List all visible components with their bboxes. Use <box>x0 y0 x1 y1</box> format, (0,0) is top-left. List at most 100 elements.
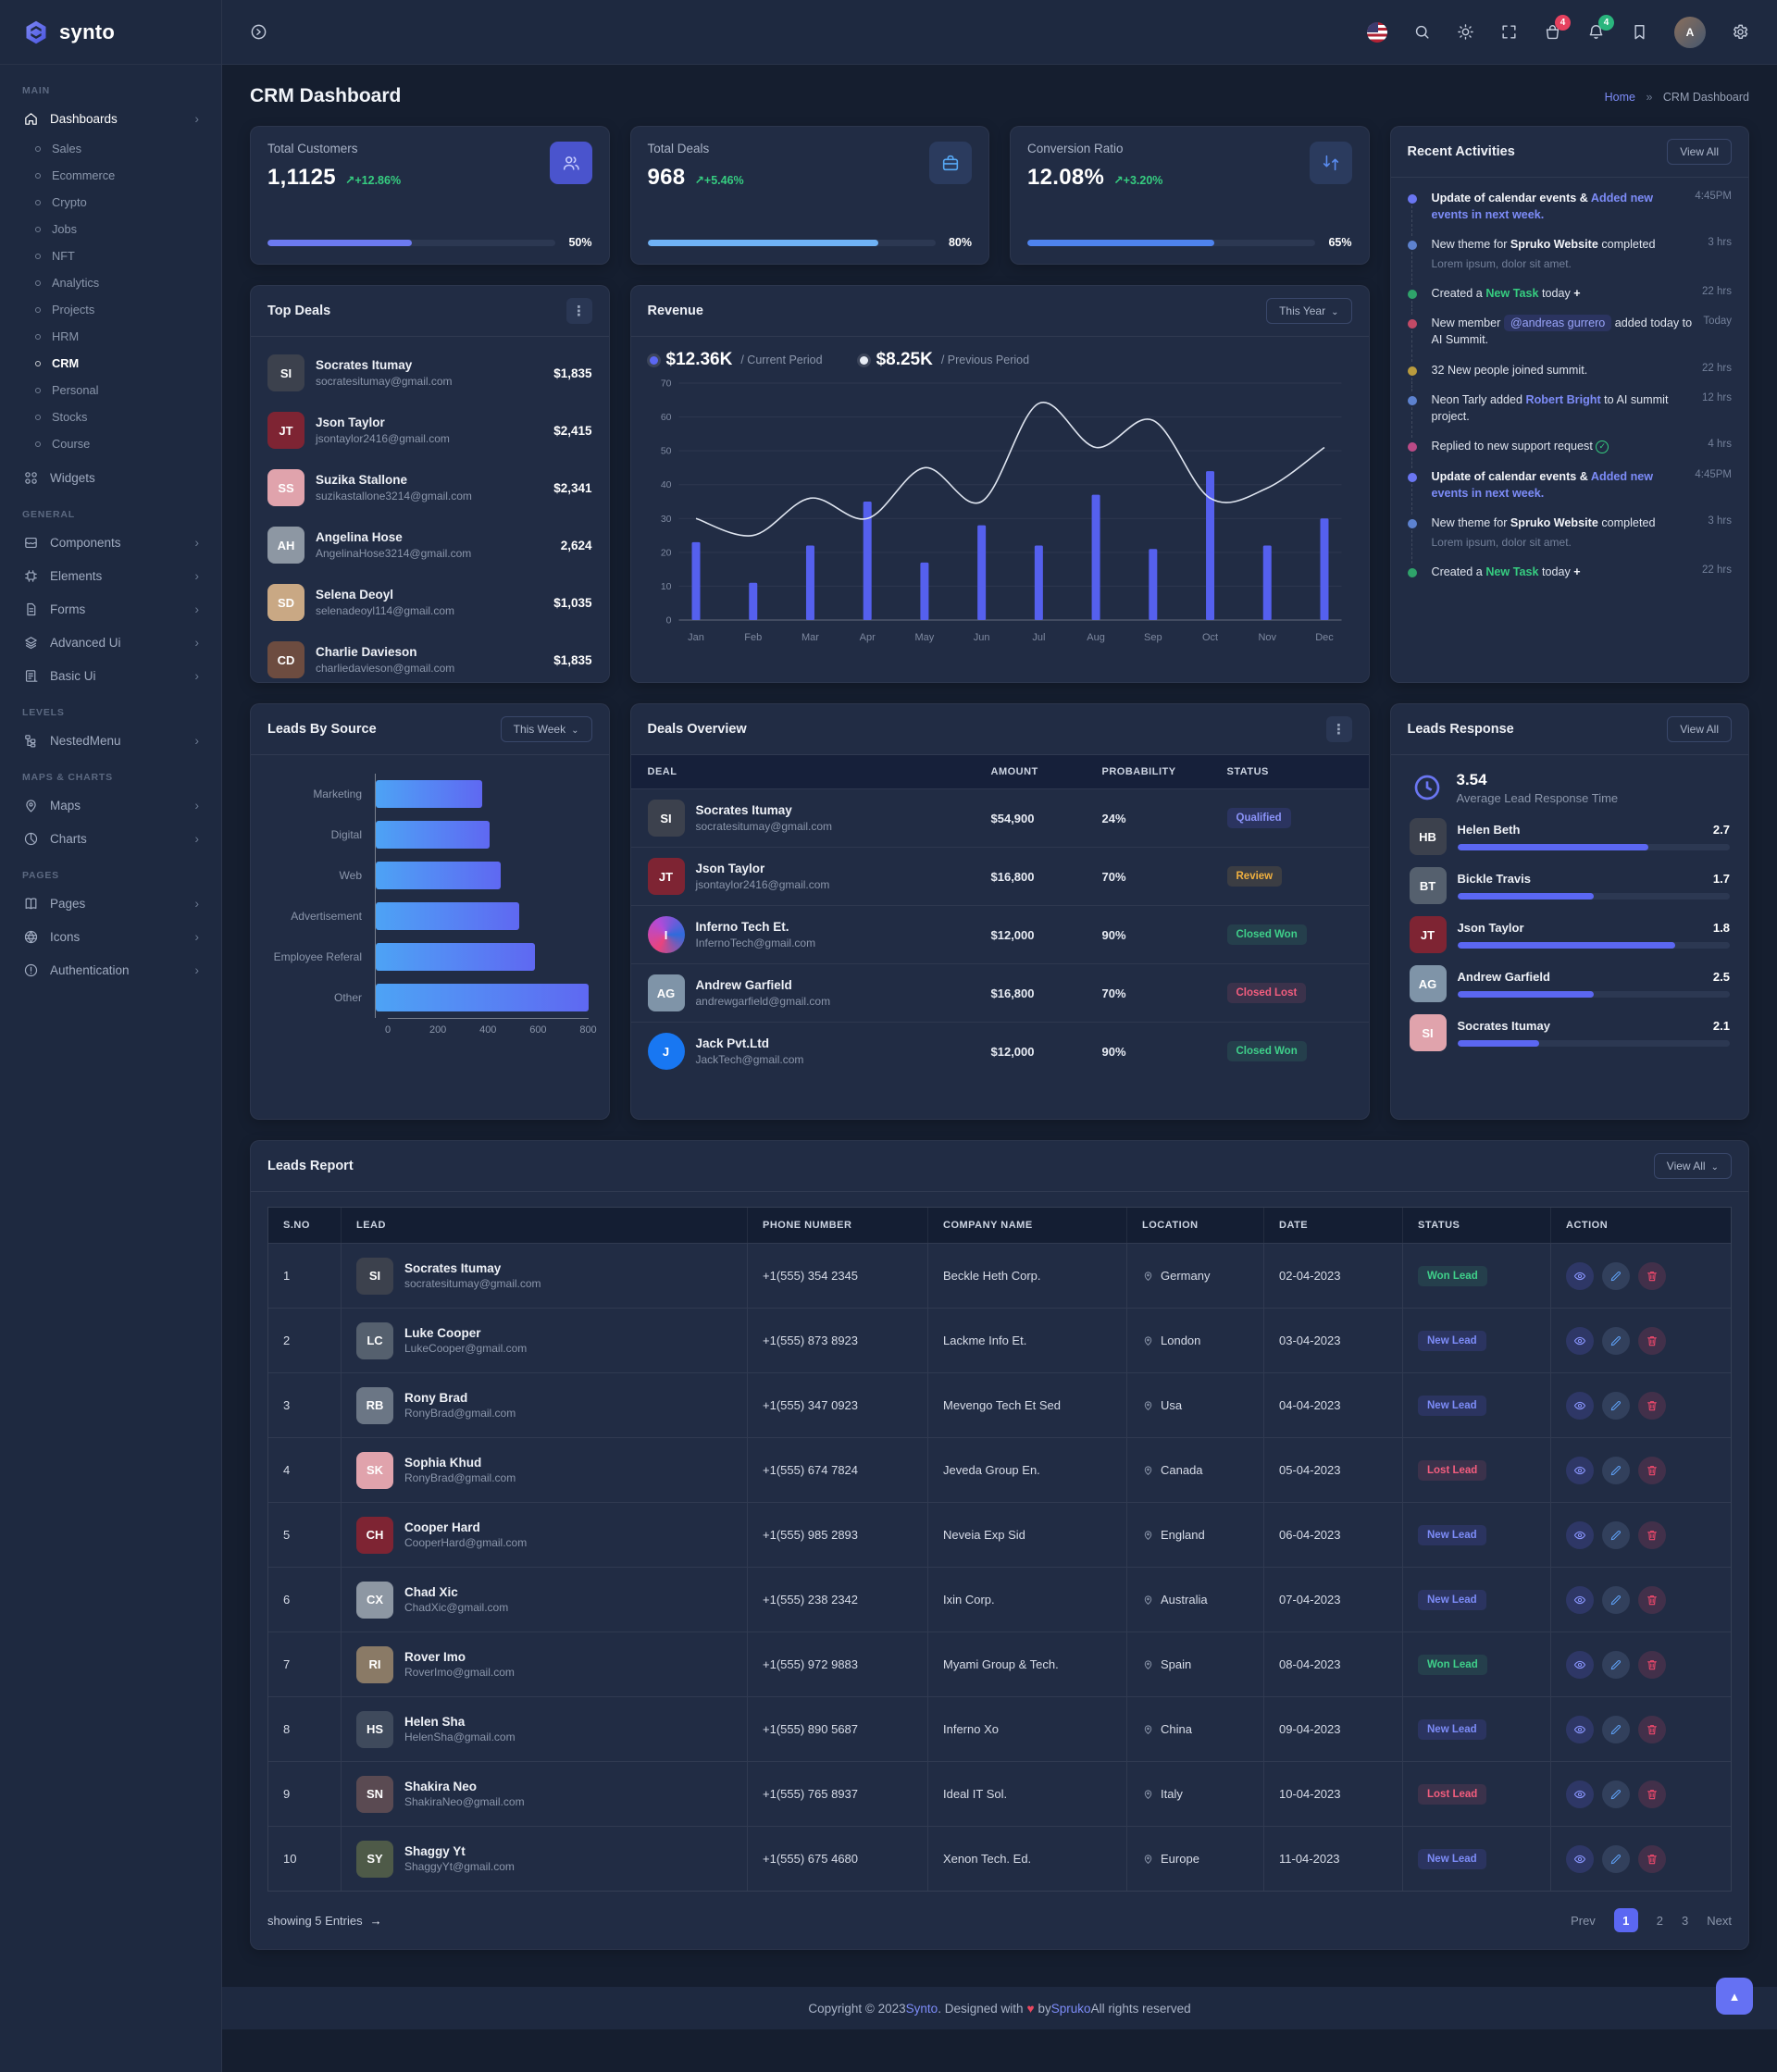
view-button[interactable] <box>1566 1456 1594 1484</box>
sidebar-subitem-stocks[interactable]: Stocks <box>13 403 208 430</box>
scroll-to-top-button[interactable]: ▲ <box>1716 1978 1753 2015</box>
edit-button[interactable] <box>1602 1650 1630 1679</box>
activity-segment-tag[interactable]: @andreas gurrero <box>1503 315 1612 332</box>
sidebar-subitem-projects[interactable]: Projects <box>13 296 208 323</box>
delete-button[interactable] <box>1638 1520 1666 1549</box>
next-page[interactable]: Next <box>1707 1913 1732 1928</box>
edit-button[interactable] <box>1602 1844 1630 1873</box>
view-button[interactable] <box>1566 1585 1594 1614</box>
page-3[interactable]: 3 <box>1682 1913 1689 1928</box>
view-button[interactable] <box>1566 1520 1594 1549</box>
sidebar-item-widgets[interactable]: Widgets <box>13 461 208 494</box>
kebab-menu-icon[interactable]: ⋮ <box>565 298 592 324</box>
sidebar-subitem-analytics[interactable]: Analytics <box>13 269 208 296</box>
fullscreen-icon[interactable] <box>1500 23 1518 41</box>
edit-button[interactable] <box>1602 1715 1630 1743</box>
status-badge: Review <box>1226 866 1283 887</box>
sidebar-subitem-sales[interactable]: Sales <box>13 135 208 162</box>
search-icon[interactable] <box>1413 23 1431 41</box>
sidebar-item-maps[interactable]: Maps › <box>13 788 208 822</box>
sidebar-item-advanced-ui[interactable]: Advanced Ui › <box>13 626 208 659</box>
deal-person-name: Angelina Hose <box>316 530 403 545</box>
lead-name: Chad Xic <box>404 1584 458 1599</box>
delete-button[interactable] <box>1638 1650 1666 1679</box>
edit-button[interactable] <box>1602 1391 1630 1420</box>
sidebar-item-pages[interactable]: Pages › <box>13 887 208 920</box>
sidebar-subitem-nft[interactable]: NFT <box>13 242 208 269</box>
sidebar-item-authentication[interactable]: Authentication › <box>13 953 208 986</box>
page-2[interactable]: 2 <box>1656 1913 1664 1928</box>
sidebar-subitem-crm[interactable]: CRM <box>13 350 208 377</box>
view-button[interactable] <box>1566 1391 1594 1420</box>
breadcrumb-home[interactable]: Home <box>1604 91 1635 104</box>
view-all-button[interactable]: View All <box>1667 139 1732 165</box>
sidebar-item-nestedmenu[interactable]: NestedMenu › <box>13 724 208 757</box>
delete-button[interactable] <box>1638 1391 1666 1420</box>
view-button[interactable] <box>1566 1261 1594 1290</box>
view-button[interactable] <box>1566 1780 1594 1808</box>
edit-button[interactable] <box>1602 1326 1630 1355</box>
sidebar-subitem-jobs[interactable]: Jobs <box>13 216 208 242</box>
edit-button[interactable] <box>1602 1780 1630 1808</box>
sidebar-subitem-ecommerce[interactable]: Ecommerce <box>13 162 208 189</box>
activity-segment-link[interactable]: Added new events in next week. <box>1431 470 1654 500</box>
chevron-right-icon: › <box>194 111 199 126</box>
user-avatar[interactable]: A <box>1674 16 1706 48</box>
sidebar-item-dashboards[interactable]: Dashboards › <box>13 102 208 135</box>
notifications-bell-icon[interactable]: 4 <box>1587 15 1614 41</box>
bookmark-icon[interactable] <box>1631 23 1648 41</box>
deal-person-email: jsontaylor2416@gmail.com <box>316 431 450 445</box>
delete-button[interactable] <box>1638 1261 1666 1290</box>
report-row: 7 RI Rover Imo RoverImo@gmail.com +1(555… <box>268 1632 1731 1696</box>
sidebar-item-elements[interactable]: Elements › <box>13 559 208 592</box>
delete-button[interactable] <box>1638 1715 1666 1743</box>
view-button[interactable] <box>1566 1326 1594 1355</box>
page-1[interactable]: 1 <box>1613 1908 1638 1932</box>
sidebar-toggle-icon[interactable] <box>250 23 267 41</box>
sidebar-item-components[interactable]: Components › <box>13 526 208 559</box>
cart-badge: 4 <box>1555 15 1571 31</box>
prev-page[interactable]: Prev <box>1571 1913 1596 1928</box>
brand[interactable]: synto <box>0 0 221 65</box>
chevron-down-icon: ⌄ <box>1331 307 1339 317</box>
sidebar-item-basic-ui[interactable]: Basic Ui › <box>13 659 208 692</box>
sidebar-item-forms[interactable]: Forms › <box>13 592 208 626</box>
view-all-dropdown[interactable]: View All ⌄ <box>1653 1153 1732 1179</box>
range-dropdown[interactable]: This Week ⌄ <box>500 716 592 742</box>
view-button[interactable] <box>1566 1715 1594 1743</box>
view-button[interactable] <box>1566 1650 1594 1679</box>
sidebar-subitem-hrm[interactable]: HRM <box>13 323 208 350</box>
sidebar-subitem-crypto[interactable]: Crypto <box>13 189 208 216</box>
footer-spruko-link[interactable]: Spruko <box>1050 2001 1091 2016</box>
cart-icon[interactable]: 4 <box>1544 15 1571 41</box>
edit-button[interactable] <box>1602 1520 1630 1549</box>
kebab-menu-icon[interactable]: ⋮ <box>1325 716 1352 742</box>
edit-button[interactable] <box>1602 1585 1630 1614</box>
settings-gear-icon[interactable] <box>1732 23 1749 41</box>
sidebar-subitem-course[interactable]: Course <box>13 430 208 457</box>
deal-amount: $1,835 <box>553 652 592 667</box>
view-all-button[interactable]: View All <box>1667 716 1732 742</box>
delete-button[interactable] <box>1638 1326 1666 1355</box>
activity-segment-link[interactable]: Added new events in next week. <box>1431 192 1654 221</box>
sidebar-item-icons[interactable]: Icons › <box>13 920 208 953</box>
sidebar-subitem-personal[interactable]: Personal <box>13 377 208 403</box>
delete-button[interactable] <box>1638 1585 1666 1614</box>
sidebar-section-label: MAPS & CHARTS <box>22 772 113 783</box>
lead-location: England <box>1126 1502 1263 1567</box>
delete-button[interactable] <box>1638 1456 1666 1484</box>
delete-button[interactable] <box>1638 1844 1666 1873</box>
language-flag-icon[interactable] <box>1367 21 1387 43</box>
range-dropdown[interactable]: This Year ⌄ <box>1266 298 1352 324</box>
table-header: DEAL AMOUNT PROBABILITY STATUS <box>630 755 1369 788</box>
theme-toggle-icon[interactable] <box>1457 23 1474 41</box>
activity-segment-link[interactable]: Robert Bright <box>1525 393 1601 407</box>
map-pin-icon <box>1142 1464 1154 1476</box>
edit-button[interactable] <box>1602 1456 1630 1484</box>
footer-synto-link[interactable]: Synto <box>905 2001 938 2016</box>
edit-button[interactable] <box>1602 1261 1630 1290</box>
delete-button[interactable] <box>1638 1780 1666 1808</box>
users-icon <box>549 142 592 184</box>
view-button[interactable] <box>1566 1844 1594 1873</box>
sidebar-item-charts[interactable]: Charts › <box>13 822 208 855</box>
